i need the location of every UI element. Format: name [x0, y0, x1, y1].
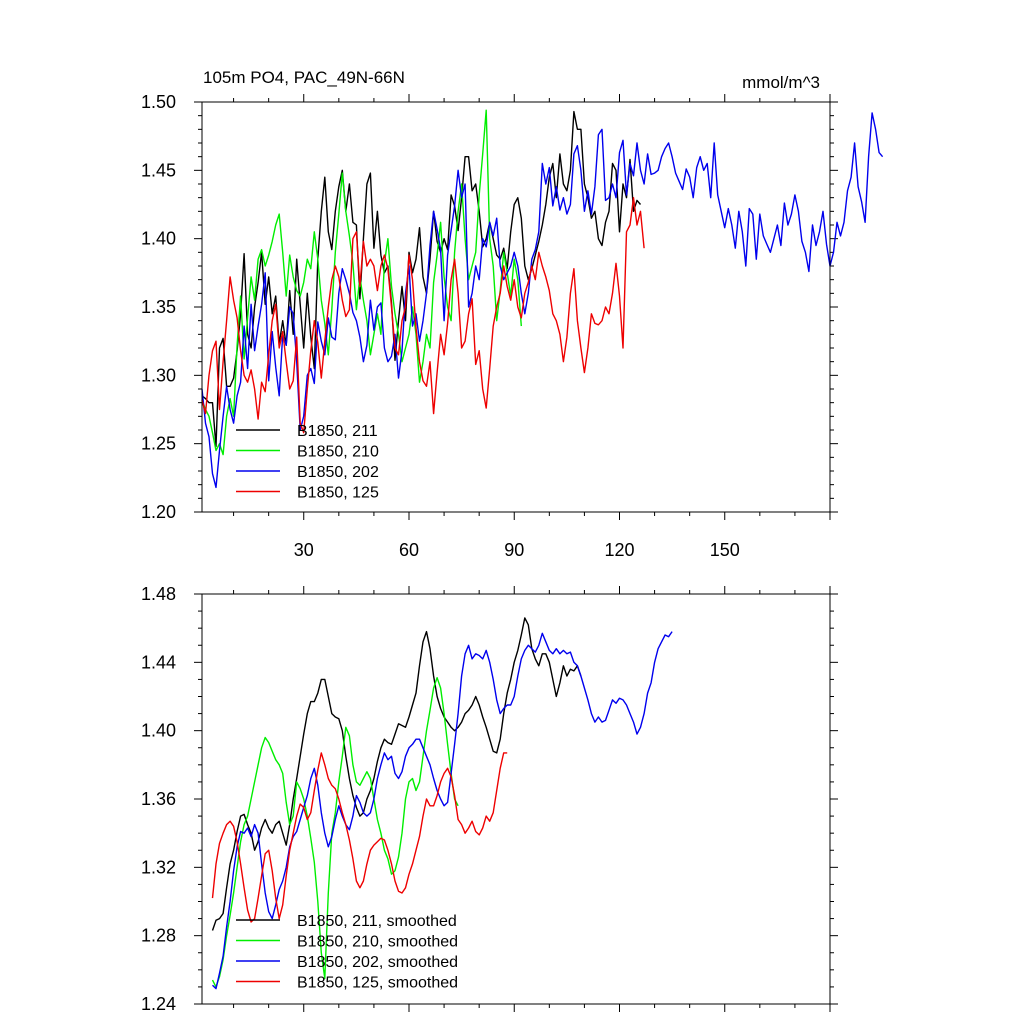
y-tick-label: 1.32: [141, 857, 176, 877]
legend-label-2: B1850, 202: [297, 464, 379, 481]
series-line-3: [211, 752, 508, 923]
top-series-lines: [201, 109, 884, 489]
bottom-axis-ticks: 1.24 1.28 1.32 1.36 1.40 1.44 1.48: [141, 584, 838, 1014]
y-tick-label: 1.45: [141, 160, 176, 180]
series-line-0: [211, 617, 582, 931]
legend-label-3: B1850, 125: [297, 485, 379, 502]
y-tick-label: 1.40: [141, 229, 176, 249]
legend-label-1: B1850, 210: [297, 444, 379, 461]
x-tick-label: 90: [504, 540, 524, 560]
series-line-0: [201, 110, 642, 448]
legend-label-0: B1850, 211, smoothed: [297, 913, 457, 930]
bottom-plot-frame: [201, 593, 831, 1005]
y-tick-label: 1.30: [141, 365, 176, 385]
y-tick-label: 1.36: [141, 789, 176, 809]
y-tick-label: 1.50: [141, 92, 176, 112]
y-tick-label: 1.40: [141, 721, 176, 741]
y-tick-label: 1.44: [141, 652, 176, 672]
legend-label-2: B1850, 202, smoothed: [297, 954, 458, 971]
top-plot-frame: [201, 101, 831, 513]
legend-label-3: B1850, 125, smoothed: [297, 975, 458, 992]
y-tick-label: 1.48: [141, 584, 176, 604]
series-line-2: [201, 112, 884, 489]
legend-label-1: B1850, 210, smoothed: [297, 934, 458, 951]
top-legend: B1850, 211 B1850, 210 B1850, 202 B1850, 125: [236, 423, 379, 502]
legend-label-0: B1850, 211: [297, 423, 378, 440]
x-tick-label: 150: [710, 540, 740, 560]
bottom-series-lines: [211, 617, 673, 990]
x-tick-label: 60: [399, 540, 419, 560]
top-chart-panel: 105m PO4, PAC_49N-66N mmol/m^3 1.201.251…: [141, 68, 884, 560]
top-axis-ticks: 1.20 1.25 1.30 1.35 1.40 1.45 1.50 30 60 90 120 150: [141, 92, 838, 560]
series-line-1: [211, 677, 459, 988]
series-line-3: [201, 196, 645, 434]
y-tick-label: 1.35: [141, 297, 176, 317]
bottom-chart-panel: 1.24 1.28 1.32 1.36 1.40 1.44 1.48 B1850, 211,…: [141, 584, 838, 1014]
y-tick-label: 1.25: [141, 434, 176, 454]
bottom-legend: B1850, 211, smoothed B1850, 210, smoothed…: [236, 913, 458, 992]
chart-title: 105m PO4, PAC_49N-66N: [203, 68, 405, 87]
x-tick-label: 30: [294, 540, 314, 560]
y-tick-label: 1.24: [141, 994, 176, 1014]
units-label: mmol/m^3: [742, 73, 820, 92]
y-tick-label: 1.20: [141, 502, 176, 522]
y-tick-label: 1.28: [141, 926, 176, 946]
x-tick-label: 120: [604, 540, 634, 560]
